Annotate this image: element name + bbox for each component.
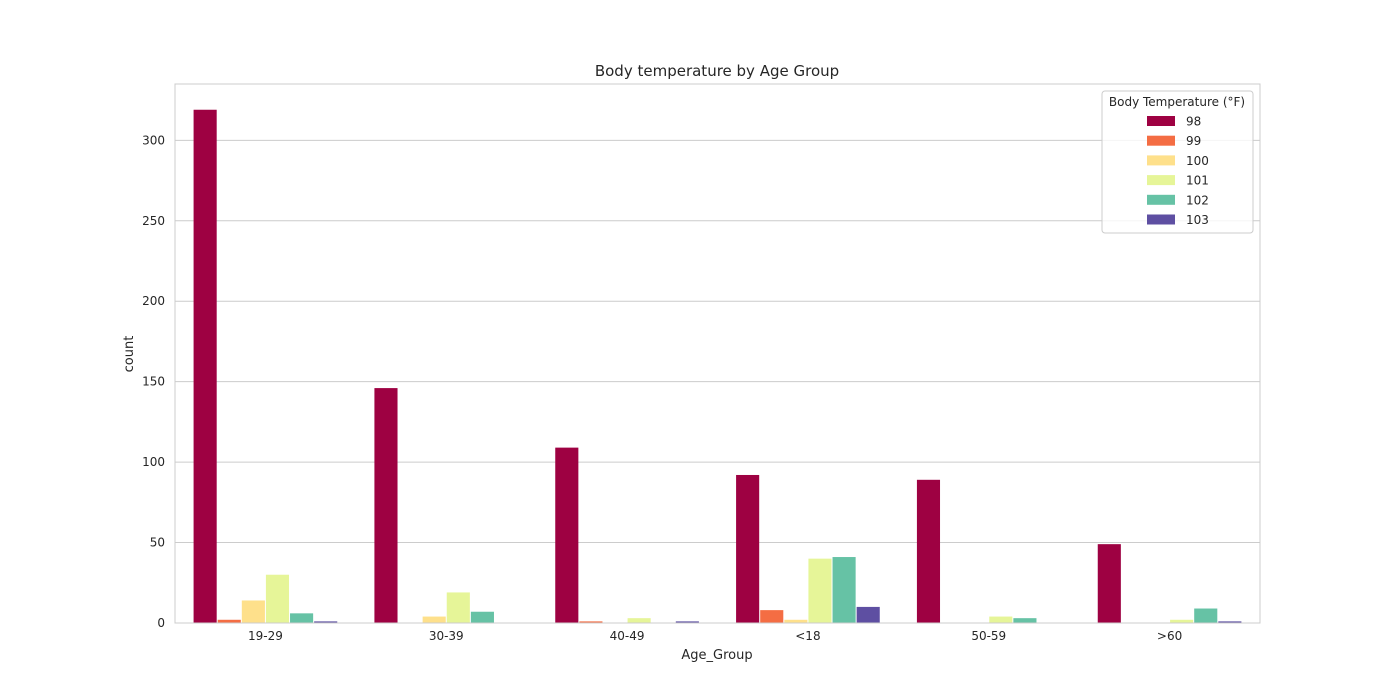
legend-label: 99: [1186, 134, 1201, 148]
chart-title: Body temperature by Age Group: [595, 62, 839, 80]
bar: [217, 619, 241, 623]
bar: [1194, 608, 1218, 623]
bar: [736, 474, 760, 623]
bar: [808, 558, 832, 623]
bar: [314, 621, 338, 623]
y-tick-label: 250: [142, 214, 165, 228]
bar: [422, 616, 446, 623]
y-tick-label: 0: [157, 616, 165, 630]
bar: [784, 619, 808, 623]
legend-swatch: [1147, 175, 1175, 186]
bar: [1218, 621, 1242, 623]
x-tick-label: 50-59: [971, 629, 1006, 643]
legend-swatch: [1147, 116, 1175, 126]
y-tick-label: 50: [150, 536, 165, 550]
bar: [446, 592, 470, 623]
legend-swatch: [1147, 135, 1175, 146]
legend-frame: [1101, 90, 1254, 234]
bar: [555, 447, 579, 623]
bar: [989, 616, 1013, 623]
bar: [193, 109, 217, 623]
legend-swatch: [1147, 214, 1175, 225]
x-tick-label: 40-49: [610, 629, 645, 643]
bar: [832, 557, 856, 623]
legend: Body Temperature (°F) 98 99 100 101 102 103: [1101, 90, 1254, 234]
x-tick-label: 19-29: [248, 629, 283, 643]
y-tick-label: 200: [142, 294, 165, 308]
bar: [579, 621, 603, 623]
legend-swatch: [1147, 155, 1175, 166]
bars: [193, 109, 1242, 623]
bar: [627, 618, 651, 623]
legend-label: 98: [1186, 115, 1201, 129]
bar: [374, 388, 398, 623]
x-tick-label: >60: [1157, 629, 1182, 643]
x-axis-label: Age_Group: [681, 648, 752, 663]
legend-label: 103: [1186, 213, 1209, 227]
y-axis-label: count: [122, 336, 137, 373]
y-tick-label: 100: [142, 455, 165, 469]
y-tick-label: 150: [142, 375, 165, 389]
y-tick-label: 300: [142, 133, 165, 147]
x-tick-label: 30-39: [429, 629, 464, 643]
bar: [470, 611, 494, 623]
legend-label: 100: [1186, 154, 1209, 168]
bar: [241, 600, 265, 623]
bar: [856, 606, 880, 623]
bar: [1013, 618, 1037, 623]
legend-swatch: [1147, 194, 1175, 205]
bar: [760, 610, 784, 623]
bar: [1097, 544, 1121, 623]
bar: [675, 621, 699, 623]
legend-title: Body Temperature (°F): [1109, 95, 1245, 109]
x-axis: 19-29 30-39 40-49 <18 50-59 >60: [248, 629, 1182, 643]
plot-frame: [174, 83, 1261, 624]
x-tick-label: <18: [795, 629, 820, 643]
bar: [290, 613, 314, 623]
bar: [265, 574, 290, 623]
bar: [1170, 619, 1194, 623]
plot-area: [175, 84, 1260, 623]
legend-label: 101: [1186, 174, 1209, 188]
legend-label: 102: [1186, 193, 1209, 207]
bar: [916, 479, 941, 623]
y-axis: 0 50 100 150 200 250 300: [142, 133, 165, 630]
